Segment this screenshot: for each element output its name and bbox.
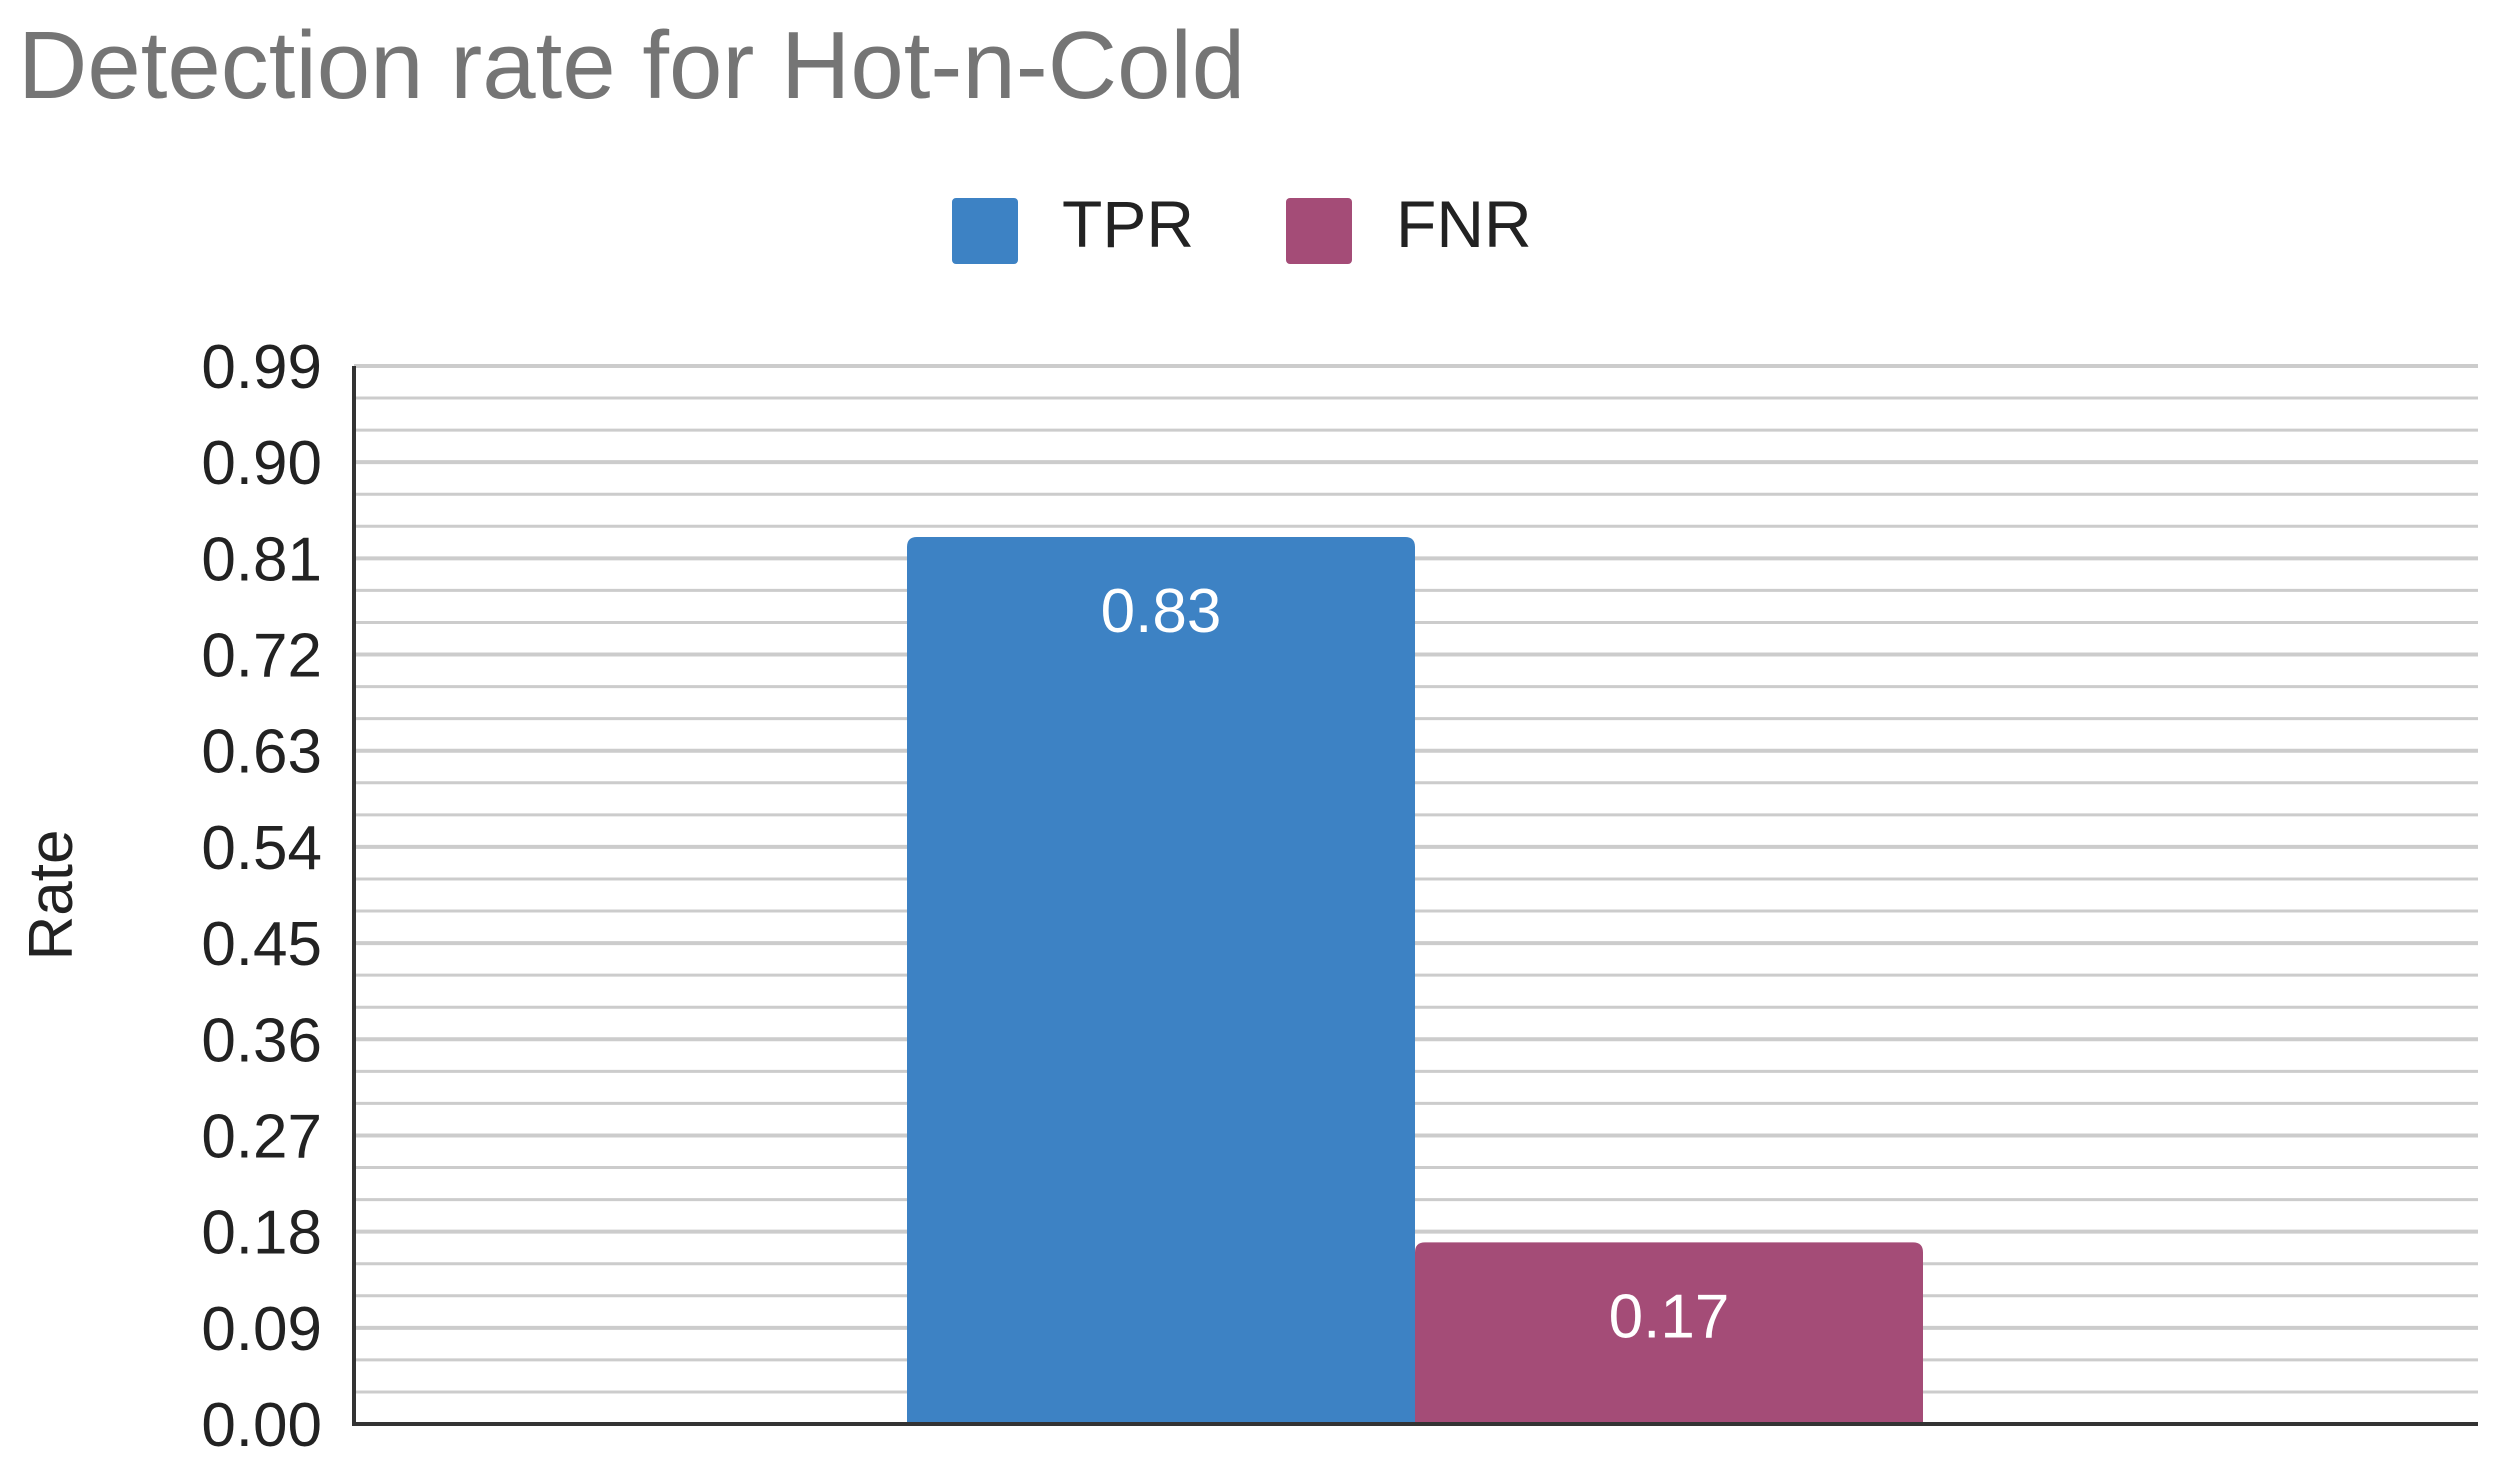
y-tick-label: 0.54: [201, 814, 322, 883]
y-tick-label: 0.81: [201, 525, 322, 594]
legend-label-tpr: TPR: [1062, 187, 1194, 261]
y-axis-ticks: 0.00 0.09 0.18 0.27 0.36 0.45 0.54 0.63 0.72 0.81…: [201, 333, 322, 1460]
legend: TPR FNR: [952, 187, 1532, 264]
legend-swatch-tpr: [952, 198, 1018, 264]
data-label-tpr: 0.83: [1101, 577, 1222, 646]
legend-swatch-fnr: [1286, 198, 1352, 264]
chart-title: Detection rate for Hot-n-Cold: [18, 12, 1245, 119]
y-tick-label: 0.63: [201, 718, 322, 787]
y-tick-label: 0.00: [201, 1391, 322, 1460]
bars: 0.83 0.17: [907, 536, 1923, 1424]
y-tick-label: 0.72: [201, 622, 322, 691]
y-axis-label: Rate: [17, 830, 86, 961]
y-tick-label: 0.36: [201, 1006, 322, 1075]
y-tick-label: 0.45: [201, 910, 322, 979]
y-tick-label: 0.27: [201, 1102, 322, 1171]
y-tick-label: 0.90: [201, 429, 322, 498]
bar-tpr: [907, 536, 1415, 1424]
gridlines: [354, 364, 2478, 1394]
legend-label-fnr: FNR: [1396, 187, 1532, 261]
y-tick-label: 0.99: [201, 333, 322, 402]
y-tick-label: 0.18: [201, 1199, 322, 1268]
y-tick-label: 0.09: [201, 1295, 322, 1364]
data-label-fnr: 0.17: [1609, 1282, 1730, 1351]
bar-fnr: [1415, 1242, 1923, 1424]
